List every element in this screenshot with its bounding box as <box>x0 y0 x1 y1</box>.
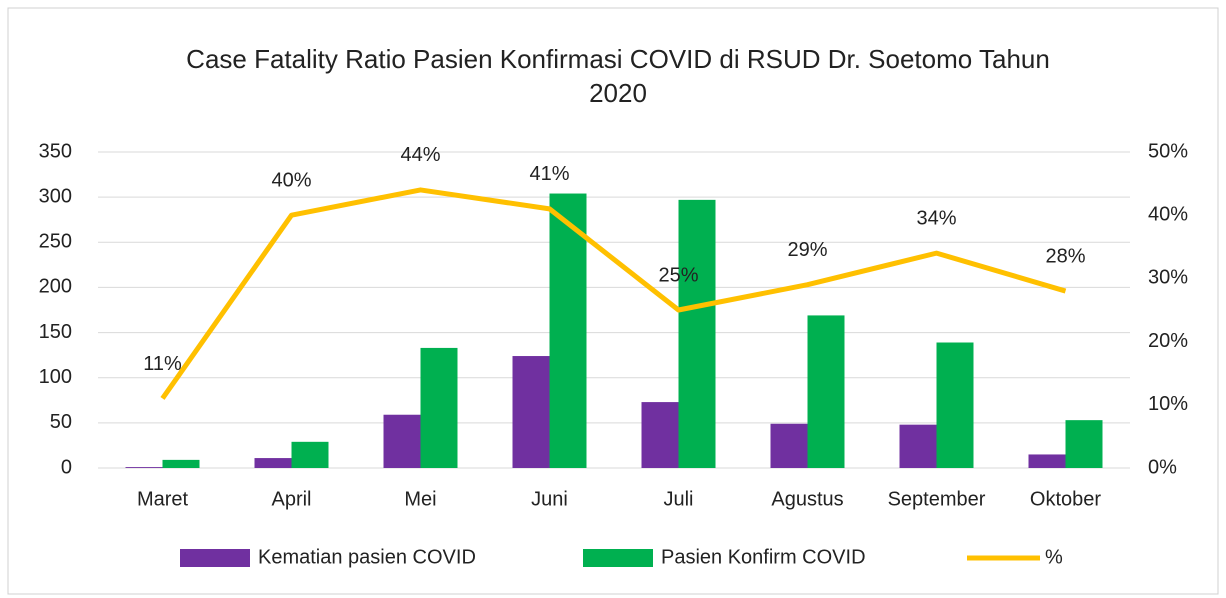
chart-title: Case Fatality Ratio Pasien Konfirmasi CO… <box>186 44 1050 108</box>
bar <box>420 347 458 468</box>
y-tick-label: 350 <box>39 140 72 162</box>
bar <box>383 414 421 468</box>
x-tick-label: April <box>271 488 311 510</box>
data-label: 44% <box>400 144 440 166</box>
legend-label: % <box>1045 546 1063 568</box>
bar <box>770 423 808 468</box>
data-label: 28% <box>1045 245 1085 267</box>
bar <box>1065 420 1103 468</box>
bar <box>899 424 937 468</box>
y2-tick-label: 30% <box>1148 267 1188 289</box>
bar <box>936 342 974 468</box>
x-tick-label: Oktober <box>1030 488 1101 510</box>
x-tick-label: Juli <box>663 488 693 510</box>
y2-tick-label: 10% <box>1148 393 1188 415</box>
data-label: 34% <box>916 207 956 229</box>
data-label: 41% <box>529 163 569 185</box>
bar <box>807 315 845 468</box>
y-tick-label: 0 <box>61 456 72 478</box>
bar <box>1028 454 1066 468</box>
y2-tick-label: 20% <box>1148 330 1188 352</box>
data-label: 29% <box>787 239 827 261</box>
chart-border <box>7 7 1219 595</box>
y2-tick-label: 50% <box>1148 140 1188 162</box>
data-label: 40% <box>271 169 311 191</box>
legend-swatch <box>180 549 250 567</box>
y-tick-label: 50 <box>50 411 72 433</box>
data-label: 25% <box>658 264 698 286</box>
x-tick-label: Maret <box>137 488 189 510</box>
legend-label: Pasien Konfirm COVID <box>661 546 866 568</box>
x-tick-label: Mei <box>404 488 436 510</box>
bar <box>162 459 200 468</box>
legend-swatch <box>583 549 653 567</box>
bar <box>291 441 329 468</box>
bar <box>678 199 716 468</box>
legend-label: Kematian pasien COVID <box>258 546 476 568</box>
bar <box>254 458 292 468</box>
y-tick-label: 200 <box>39 276 72 298</box>
y-tick-label: 250 <box>39 231 72 253</box>
data-label: 11% <box>143 353 182 375</box>
bar <box>641 402 679 468</box>
y2-tick-label: 0% <box>1148 456 1177 478</box>
bar <box>125 467 163 468</box>
y-tick-label: 150 <box>39 321 72 343</box>
y-tick-label: 300 <box>39 185 72 207</box>
bar <box>512 356 550 468</box>
line <box>160 187 1067 400</box>
y2-tick-label: 40% <box>1148 203 1188 225</box>
x-tick-label: September <box>888 488 986 510</box>
bar <box>549 193 587 468</box>
x-tick-label: Juni <box>531 488 568 510</box>
x-tick-label: Agustus <box>771 488 843 510</box>
y-tick-label: 100 <box>39 366 72 388</box>
